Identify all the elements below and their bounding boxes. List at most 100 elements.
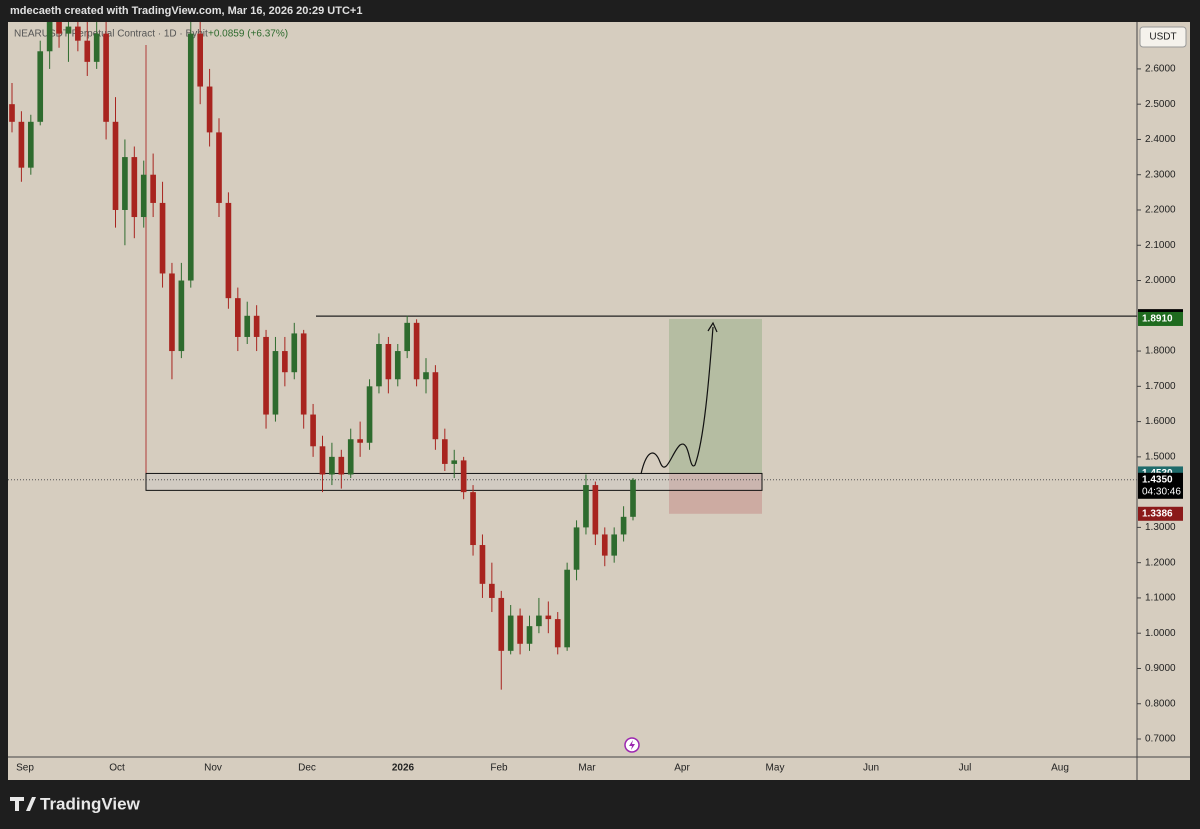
currency-button[interactable]	[1139, 26, 1187, 48]
candle-body	[150, 174, 156, 203]
x-tick-label: Sep	[16, 763, 34, 774]
candle-body	[404, 322, 411, 352]
candle-body	[131, 157, 138, 218]
candle-body	[319, 446, 326, 475]
y-tick-label: 1.6000	[1145, 416, 1176, 427]
candle-body	[470, 492, 476, 546]
currency[interactable]: USDT	[1149, 32, 1176, 43]
candle-body	[18, 121, 25, 168]
candle-body	[630, 479, 636, 517]
candle-body	[498, 597, 505, 651]
candle-body	[385, 344, 392, 380]
arrow-head	[707, 321, 718, 333]
candle-body	[601, 534, 608, 556]
candle-body	[112, 121, 119, 210]
candle-body	[225, 202, 232, 299]
x-tick-label: Mar	[578, 763, 596, 774]
x-tick-label: Nov	[204, 763, 222, 774]
candle-body	[347, 439, 354, 475]
candle-body	[554, 619, 561, 648]
candle-body	[27, 121, 34, 168]
candle-body	[376, 344, 382, 387]
target-zone	[669, 318, 762, 474]
x-tick-label: Aug	[1051, 763, 1069, 774]
candle-body	[413, 322, 420, 380]
candle-body	[9, 104, 15, 122]
candle-body	[197, 33, 204, 87]
candle-body	[441, 439, 448, 464]
price-label: 1.8910	[1142, 314, 1173, 325]
x-tick-label: Feb	[490, 763, 508, 774]
x-tick-label: Jun	[863, 763, 879, 774]
credit: mdecaeth created with TradingView.com, M…	[10, 5, 362, 17]
candle-body	[489, 583, 495, 598]
candle-body	[244, 315, 251, 337]
candle-body	[545, 615, 552, 620]
candle-body	[75, 26, 81, 41]
y-tick-label: 1.0000	[1145, 628, 1176, 639]
candle-body	[432, 372, 439, 440]
candle-body	[169, 273, 175, 352]
candle-body	[310, 414, 316, 447]
candle-body	[526, 626, 533, 644]
candle-body	[423, 372, 429, 380]
candle-body	[366, 386, 373, 443]
candle-body	[56, 22, 62, 34]
candle-body	[583, 485, 589, 528]
price-label-bg	[1138, 311, 1183, 326]
x-tick-label: Apr	[674, 763, 690, 774]
candle-body	[300, 333, 307, 415]
candle-body	[536, 615, 542, 627]
footer-bar	[0, 780, 1200, 829]
brand: TradingView	[40, 794, 141, 813]
top-bar	[0, 0, 1200, 22]
candle-body	[178, 280, 185, 352]
y-tick-label: 2.5000	[1145, 99, 1176, 110]
symbol-title: NEARUSDT Perpetual Contract · 1D · Bybit	[14, 29, 208, 40]
y-tick-label: 1.2000	[1145, 557, 1176, 568]
y-tick-label: 0.7000	[1145, 734, 1176, 745]
candle-body	[93, 33, 100, 62]
candle-body	[206, 86, 213, 133]
y-tick-label: 1.7000	[1145, 381, 1176, 392]
x-tick-label: May	[766, 763, 785, 774]
candle-body	[253, 315, 260, 337]
candle-body	[564, 569, 570, 648]
candle-body	[140, 174, 147, 218]
candle-body	[479, 545, 486, 584]
x-tick-label: Dec	[298, 763, 316, 774]
y-tick-label: 1.5000	[1145, 452, 1176, 463]
y-tick-label: 0.9000	[1145, 663, 1176, 674]
logo-mark	[10, 797, 36, 811]
price-label: 1.3386	[1142, 508, 1173, 519]
candle-body	[65, 26, 72, 34]
y-tick-label: 2.4000	[1145, 134, 1176, 145]
countdown: 04:30:46	[1142, 486, 1181, 497]
candle-body	[282, 351, 288, 373]
y-tick-label: 2.1000	[1145, 240, 1176, 251]
candle-body	[216, 132, 222, 203]
plot	[8, 22, 1137, 690]
candle-body	[611, 534, 618, 556]
candle-body	[357, 439, 363, 443]
candle-body	[159, 202, 166, 274]
price-change: +0.0859 (+6.37%)	[208, 29, 288, 40]
candle-body	[460, 460, 467, 493]
candle-body	[37, 51, 44, 122]
candle-body	[272, 351, 279, 415]
x-tick-label: 2026	[392, 763, 415, 774]
candle-body	[103, 33, 109, 122]
y-tick-label: 1.1000	[1145, 593, 1176, 604]
candle-body	[451, 460, 458, 464]
projection-arrow	[640, 326, 714, 475]
candle-body	[187, 33, 194, 281]
candle-body	[517, 615, 523, 644]
candle-body	[394, 351, 401, 380]
price-label-bg	[1138, 506, 1183, 521]
price-label-bg	[1138, 472, 1183, 499]
y-tick-label: 1.8000	[1145, 346, 1176, 357]
candle-body	[573, 527, 580, 570]
candle-body	[263, 336, 269, 415]
